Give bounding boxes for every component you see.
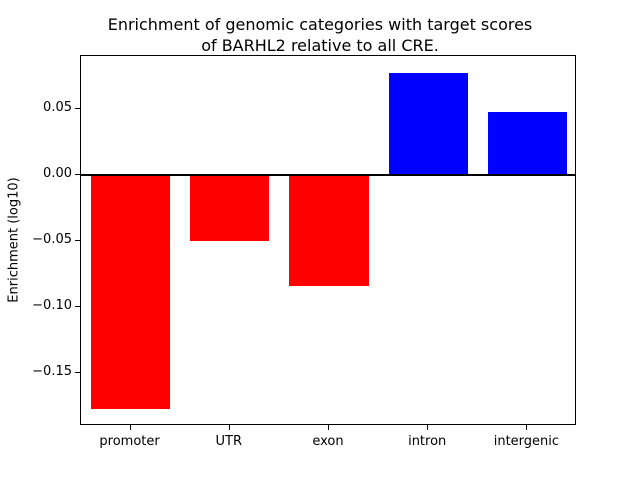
x-tick-mark (129, 425, 131, 430)
y-tick-mark (75, 306, 80, 308)
zero-axhline (81, 173, 575, 176)
x-tick-label-UTR: UTR (215, 434, 243, 449)
bar-UTR (190, 174, 270, 241)
y-tick-label: −0.05 (32, 232, 72, 247)
y-tick-label: −0.10 (32, 298, 72, 314)
y-tick-mark (75, 240, 80, 241)
chart-title-line2: of BARHL2 relative to all CRE. (201, 36, 439, 55)
bar-intergenic (487, 111, 568, 175)
x-tick-mark (526, 425, 528, 430)
bar-intron (388, 73, 468, 175)
chart-title-line1: Enrichment of genomic categories with ta… (107, 15, 533, 34)
x-tick-label-exon: exon (312, 434, 344, 449)
y-tick-label: 0.00 (43, 165, 72, 181)
y-tick-label: 0.05 (43, 99, 72, 115)
x-tick-mark (427, 425, 429, 430)
y-tick-label: −0.15 (32, 364, 72, 380)
x-tick-label-intron: intron (408, 434, 447, 449)
x-tick-label-promoter: promoter (99, 434, 160, 449)
x-tick-label-intergenic: intergenic (493, 434, 560, 449)
y-tick-mark (75, 107, 80, 109)
bar-promoter (90, 174, 171, 409)
x-tick-mark (228, 425, 230, 430)
plot-area (80, 55, 576, 425)
y-axis-label: Enrichment (log10) (6, 177, 22, 303)
bar-exon (289, 174, 369, 286)
y-tick-mark (75, 372, 80, 374)
x-tick-mark (328, 425, 329, 430)
y-tick-mark (75, 173, 80, 175)
